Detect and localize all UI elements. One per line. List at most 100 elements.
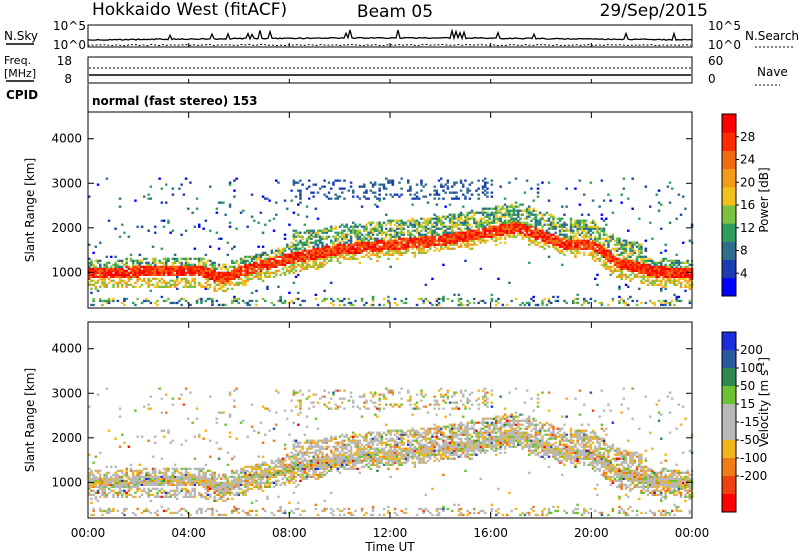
- power-cell: [442, 186, 445, 188]
- velocity-cell: [218, 482, 221, 484]
- power-cell: [497, 226, 500, 228]
- power-cell: [440, 244, 443, 246]
- power-cell: [603, 228, 606, 230]
- power-cell: [671, 282, 674, 284]
- power-cell: [411, 220, 414, 222]
- power-cell: [152, 284, 155, 286]
- power-cell: [400, 230, 403, 232]
- power-cell: [117, 270, 120, 272]
- velocity-cell: [103, 478, 106, 480]
- power-cell: [246, 278, 249, 280]
- power-cell: [442, 296, 445, 298]
- power-cell: [286, 268, 289, 270]
- velocity-cell: [136, 436, 139, 438]
- power-cell: [431, 232, 434, 234]
- power-cell: [664, 286, 667, 288]
- power-cell: [183, 274, 186, 276]
- velocity-cell: [161, 506, 164, 508]
- power-cell: [363, 246, 366, 248]
- power-cell: [583, 230, 586, 232]
- power-cell: [389, 236, 392, 238]
- power-cell: [354, 248, 357, 250]
- power-cell: [317, 246, 320, 248]
- power-cell: [603, 264, 606, 266]
- power-cell: [125, 260, 128, 262]
- power-cell: [231, 300, 234, 302]
- velocity-cell: [209, 482, 212, 484]
- power-cell: [482, 192, 485, 194]
- power-cell: [163, 268, 166, 270]
- power-cell: [299, 258, 302, 260]
- power-cell: [427, 250, 430, 252]
- power-cell: [242, 210, 245, 212]
- power-cell: [537, 188, 540, 190]
- velocity-cell: [114, 492, 117, 494]
- velocity-cell: [246, 512, 249, 514]
- power-cell: [266, 270, 269, 272]
- power-cell: [629, 264, 632, 266]
- velocity-cell: [103, 484, 106, 486]
- power-cell: [284, 260, 287, 262]
- power-cell: [381, 242, 384, 244]
- power-cell: [671, 276, 674, 278]
- velocity-cell: [253, 480, 256, 482]
- power-cell: [557, 300, 560, 302]
- velocity-cell: [128, 494, 131, 496]
- power-cell: [251, 264, 254, 266]
- power-cell: [590, 244, 593, 246]
- velocity-cell: [161, 482, 164, 484]
- power-cell: [651, 302, 654, 304]
- power-cell: [493, 240, 496, 242]
- velocity-cell: [213, 476, 216, 478]
- power-cell: [469, 244, 472, 246]
- power-cell: [218, 202, 221, 204]
- velocity-cell: [198, 474, 201, 476]
- velocity-cell: [253, 476, 256, 478]
- power-cell: [332, 184, 335, 186]
- velocity-cell: [176, 486, 179, 488]
- power-cell: [559, 252, 562, 254]
- velocity-cell: [178, 484, 181, 486]
- power-cell: [667, 276, 670, 278]
- power-cell: [682, 272, 685, 274]
- power-cell: [90, 268, 93, 270]
- power-cell: [145, 262, 148, 264]
- power-cell: [293, 252, 296, 254]
- power-cell: [609, 270, 612, 272]
- power-cell: [517, 216, 520, 218]
- power-cell: [427, 222, 430, 224]
- power-cell: [636, 262, 639, 264]
- power-cell: [167, 220, 170, 222]
- power-cell: [251, 270, 254, 272]
- power-cell: [385, 194, 388, 196]
- power-cell: [293, 264, 296, 266]
- power-cell: [156, 278, 159, 280]
- power-cell: [656, 280, 659, 282]
- power-cell: [154, 262, 157, 264]
- power-cell: [95, 268, 98, 270]
- power-cell: [455, 240, 458, 242]
- power-cell: [596, 232, 599, 234]
- power-cell: [546, 242, 549, 244]
- power-cell: [535, 226, 538, 228]
- power-cell: [90, 292, 93, 294]
- power-cell: [455, 218, 458, 220]
- power-cell: [442, 234, 445, 236]
- power-cell: [519, 230, 522, 232]
- power-cell: [638, 250, 641, 252]
- power-cell: [354, 236, 357, 238]
- power-ylabel: Slant Range [km]: [23, 158, 37, 262]
- power-cell: [631, 254, 634, 256]
- power-cell: [290, 242, 293, 244]
- power-cell: [436, 300, 439, 302]
- power-cell: [541, 240, 544, 242]
- power-cell: [689, 286, 692, 288]
- power-cell: [238, 266, 241, 268]
- power-cell: [581, 222, 584, 224]
- power-cell: [273, 256, 276, 258]
- power-cell: [191, 286, 194, 288]
- velocity-cell: [235, 510, 238, 512]
- power-cell: [297, 204, 300, 206]
- power-cell: [477, 198, 480, 200]
- power-cell: [466, 212, 469, 214]
